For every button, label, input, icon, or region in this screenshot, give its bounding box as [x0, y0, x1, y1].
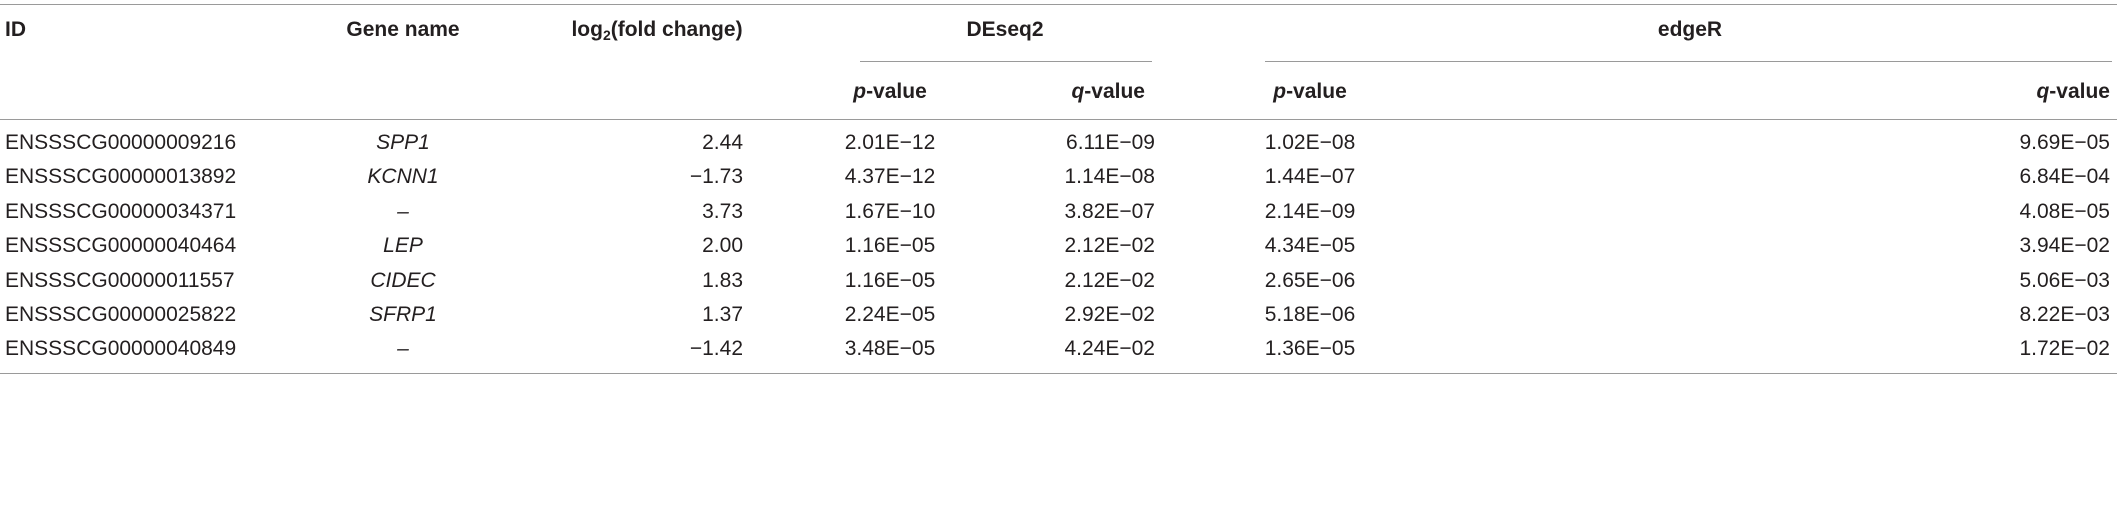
table-cell: 2.24E−05 [844, 303, 936, 326]
subheader-italic: q [1071, 80, 1085, 103]
table-cell: ENSSSCG00000040849 [5, 337, 237, 361]
group-rule [1265, 61, 2112, 62]
table-cell: 4.34E−05 [1264, 234, 1356, 258]
subheader-cell: q-value [2036, 80, 2110, 104]
table-cell: – [397, 337, 409, 361]
table-cell: 2.12E−02 [1064, 268, 1155, 292]
table-cell: ENSSSCG00000025822 [5, 303, 237, 326]
table-cell: 1.44E−07 [1264, 165, 1356, 189]
table-cell: 4.37E−12 [844, 165, 936, 189]
group-header: DEseq2 [966, 18, 1044, 41]
table-cell: ENSSSCG00000013892 [5, 165, 237, 189]
top-rule [0, 4, 2117, 5]
table-cell: KCNN1 [367, 165, 439, 189]
table-cell: CIDEC [370, 268, 436, 292]
table-cell: 9.69E−05 [2019, 131, 2110, 154]
table-cell: ENSSSCG00000034371 [5, 199, 237, 223]
table-cell: 1.16E−05 [844, 268, 936, 292]
table-cell: 2.12E−02 [1064, 234, 1155, 258]
header-text: log [571, 18, 603, 41]
header-cell: log2(fold change) [571, 18, 742, 42]
subheader-italic: q [2036, 80, 2050, 103]
header-text: (fold change) [610, 18, 743, 41]
table-cell: ENSSSCG00000009216 [5, 131, 237, 154]
table-cell: 2.14E−09 [1264, 199, 1356, 223]
subheader-text: -value [1084, 80, 1145, 103]
table-cell: 1.67E−10 [844, 199, 936, 223]
table-cell: 8.22E−03 [2019, 303, 2110, 326]
table-cell: −1.42 [689, 337, 743, 361]
table-cell: 3.73 [702, 199, 743, 223]
header-cell: Gene name [346, 18, 460, 41]
table-cell: −1.73 [689, 165, 743, 189]
header-cell: ID [5, 18, 26, 41]
table-cell: 3.94E−02 [2019, 234, 2110, 258]
table-cell: SFRP1 [369, 303, 437, 326]
subheader-cell: p-value [1273, 80, 1347, 104]
subheader-text: -value [866, 80, 927, 103]
table-cell: 4.24E−02 [1064, 337, 1155, 361]
table-cell: – [397, 199, 409, 223]
subheader-italic: p [1273, 80, 1287, 103]
table-cell: 3.82E−07 [1064, 199, 1155, 223]
table-cell: 1.83 [702, 268, 743, 292]
table-cell: SPP1 [376, 131, 430, 154]
table-cell: 1.36E−05 [1264, 337, 1356, 361]
table-cell: ENSSSCG00000011557 [5, 268, 235, 292]
subheader-text: -value [1286, 80, 1347, 103]
table-cell: 1.02E−08 [1264, 131, 1356, 154]
table-cell: 5.18E−06 [1264, 303, 1356, 326]
table-cell: 1.14E−08 [1064, 165, 1155, 189]
table-cell: 6.84E−04 [2019, 165, 2110, 189]
subheader-text: -value [2049, 80, 2110, 103]
table-cell: 2.44 [702, 131, 743, 154]
table-cell: 2.00 [702, 234, 743, 258]
table-cell: ENSSSCG00000040464 [5, 234, 237, 258]
group-header: edgeR [1657, 18, 1723, 41]
bottom-rule [0, 373, 2117, 374]
subheader-cell: q-value [1071, 80, 1145, 104]
group-rule [860, 61, 1152, 62]
subheader-italic: p [853, 80, 867, 103]
table-cell: 6.11E−09 [1066, 131, 1155, 154]
table-cell: 1.37 [702, 303, 743, 326]
table-cell: LEP [383, 234, 423, 258]
header-subscript: 2 [602, 27, 611, 43]
table-cell: 2.65E−06 [1264, 268, 1356, 292]
table-cell: 1.16E−05 [844, 234, 936, 258]
header-rule [0, 119, 2117, 120]
subheader-cell: p-value [853, 80, 927, 104]
table-cell: 2.92E−02 [1064, 303, 1155, 326]
table-cell: 3.48E−05 [844, 337, 936, 361]
table-cell: 5.06E−03 [2019, 268, 2110, 292]
table-cell: 2.01E−12 [844, 131, 936, 154]
table-cell: 4.08E−05 [2019, 199, 2110, 223]
table-cell: 1.72E−02 [2019, 337, 2110, 361]
